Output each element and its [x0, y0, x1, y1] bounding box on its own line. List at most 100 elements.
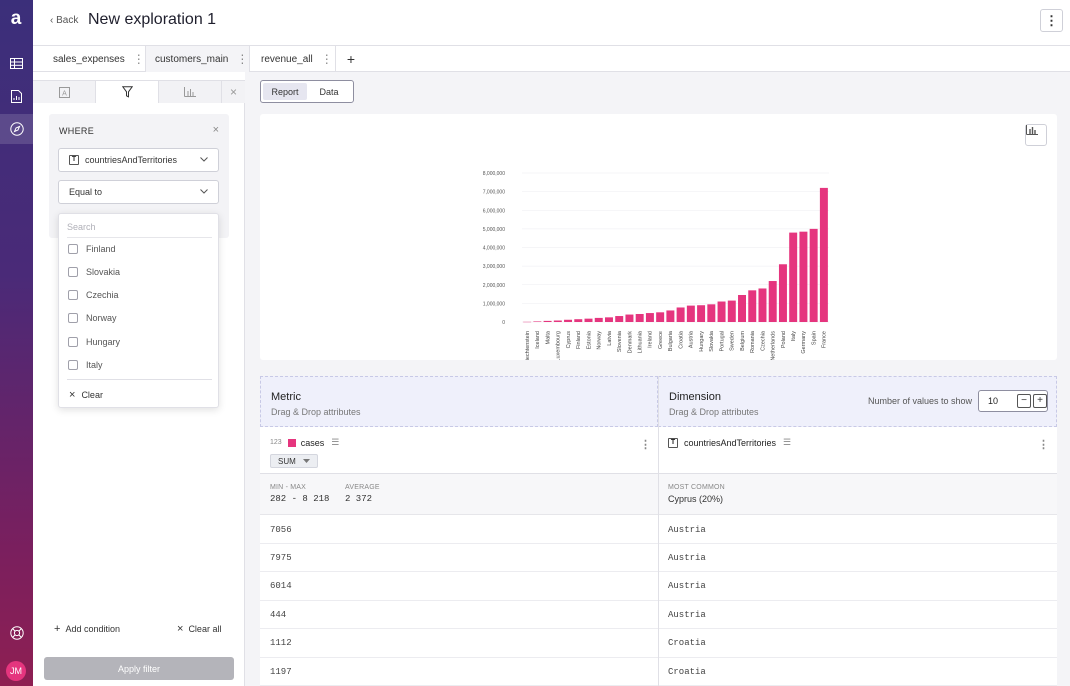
clear-all-label: Clear all: [188, 624, 222, 634]
close-panel-button[interactable]: ×: [222, 81, 245, 103]
checkbox[interactable]: [68, 313, 78, 323]
avatar[interactable]: JM: [6, 661, 26, 681]
bar[interactable]: [676, 307, 685, 322]
bar[interactable]: [789, 232, 798, 322]
kebab-icon[interactable]: ⋮: [236, 52, 249, 66]
bar[interactable]: [645, 313, 654, 322]
bar[interactable]: [666, 310, 675, 322]
option-finland[interactable]: Finland: [68, 242, 116, 256]
bar[interactable]: [533, 321, 542, 322]
checkbox[interactable]: [68, 337, 78, 347]
y-tick-label: 7,000,000: [483, 190, 505, 196]
bar[interactable]: [625, 314, 634, 322]
bar[interactable]: [594, 317, 603, 322]
bar[interactable]: [707, 304, 716, 322]
bar[interactable]: [543, 320, 552, 322]
bar[interactable]: [717, 301, 726, 322]
sort-lines-icon[interactable]: ☰: [783, 437, 792, 447]
sort-lines-icon[interactable]: ☰: [331, 437, 340, 447]
app-logo[interactable]: a: [10, 8, 22, 29]
option-slovakia[interactable]: Slovakia: [68, 265, 120, 279]
bar[interactable]: [799, 231, 808, 322]
x-tick-label: Netherlands: [771, 331, 777, 360]
bar[interactable]: [819, 187, 828, 322]
explore-compass-icon[interactable]: [0, 114, 33, 144]
tab-sales-expenses[interactable]: sales_expenses ⋮: [33, 46, 146, 72]
metric-slot[interactable]: Metric Drag & Drop attributes: [260, 376, 658, 427]
checkbox[interactable]: [68, 267, 78, 277]
option-czechia[interactable]: Czechia: [68, 288, 119, 302]
search-input[interactable]: Search: [67, 222, 212, 238]
bar-chart: 0 1,000,000 2,000,000 3,000,000 4,000,000 5,0…: [483, 171, 829, 360]
report-toggle[interactable]: Report: [263, 83, 307, 100]
option-label: Slovakia: [86, 267, 121, 277]
values-count-value[interactable]: 10: [988, 396, 999, 406]
back-link[interactable]: ‹ Back: [50, 15, 78, 26]
bar[interactable]: [768, 281, 777, 322]
option-italy[interactable]: Italy: [68, 358, 103, 372]
bar[interactable]: [738, 294, 747, 322]
bar[interactable]: [778, 264, 787, 322]
aggregation-select[interactable]: SUM: [270, 454, 318, 468]
x-tick-label: Finland: [576, 331, 582, 349]
decrement-button[interactable]: −: [1017, 394, 1031, 408]
kebab-icon[interactable]: ⋮: [320, 52, 333, 66]
checkbox[interactable]: [68, 360, 78, 370]
bar[interactable]: [758, 288, 767, 322]
operator-select[interactable]: Equal to: [58, 180, 219, 204]
x-tick-label: Belgium: [740, 331, 746, 351]
bar[interactable]: [553, 320, 562, 322]
bar[interactable]: [727, 300, 736, 322]
tab-label: revenue_all: [261, 53, 313, 65]
attribute-select[interactable]: T countriesAndTerritories: [58, 148, 219, 172]
clear-all-button[interactable]: × Clear all: [177, 623, 221, 635]
help-lifebuoy-icon[interactable]: [0, 618, 33, 648]
increment-button[interactable]: +: [1033, 394, 1047, 408]
bar[interactable]: [574, 319, 583, 322]
data-toggle[interactable]: Data: [319, 86, 339, 97]
bar[interactable]: [615, 316, 624, 322]
kebab-icon[interactable]: ⋮: [640, 439, 651, 451]
kebab-icon[interactable]: ⋮: [1038, 439, 1049, 451]
bar[interactable]: [809, 228, 818, 322]
most-common-label: MOST COMMON: [668, 484, 725, 491]
column-divider: [658, 376, 659, 686]
apply-filter-button[interactable]: Apply filter: [44, 657, 234, 680]
y-tick-label: 8,000,000: [483, 171, 505, 177]
bar[interactable]: [748, 290, 757, 322]
kebab-icon[interactable]: ⋮: [132, 52, 145, 66]
more-options-button[interactable]: ⋮: [1040, 9, 1063, 32]
x-tick-label: Cyprus: [566, 331, 572, 349]
metric-stats: MIN - MAX 282 - 8 218 AVERAGE 2 372: [260, 474, 658, 515]
clear-label: Clear: [81, 390, 103, 400]
bar[interactable]: [584, 318, 593, 322]
tab-customers-main[interactable]: customers_main ⋮: [146, 46, 250, 72]
x-tick-label: Hungary: [699, 331, 705, 352]
bar[interactable]: [686, 305, 695, 322]
remove-condition-icon[interactable]: ×: [212, 124, 219, 136]
option-norway[interactable]: Norway: [68, 311, 117, 325]
aggregation-value: SUM: [278, 456, 296, 466]
add-tab-button[interactable]: +: [336, 46, 366, 72]
clear-selection-button[interactable]: × Clear: [69, 389, 103, 401]
tab-chart-settings[interactable]: [159, 81, 222, 103]
option-label: Finland: [86, 244, 116, 254]
bar[interactable]: [564, 319, 573, 322]
option-hungary[interactable]: Hungary: [68, 335, 120, 349]
tab-filters[interactable]: [96, 81, 159, 103]
reports-icon[interactable]: [0, 81, 33, 111]
add-condition-button[interactable]: + Add condition: [54, 623, 120, 635]
datasets-icon[interactable]: [0, 48, 33, 78]
tab-revenue-all[interactable]: revenue_all ⋮: [250, 46, 336, 72]
chart-type-button[interactable]: [1025, 124, 1047, 146]
tab-attributes[interactable]: A: [33, 81, 96, 103]
bar[interactable]: [656, 312, 665, 322]
checkbox[interactable]: [68, 244, 78, 254]
bar[interactable]: [697, 305, 706, 322]
values-count-stepper[interactable]: 10 − +: [978, 390, 1048, 412]
y-tick-label: 6,000,000: [483, 208, 505, 214]
checkbox[interactable]: [68, 290, 78, 300]
bar[interactable]: [604, 317, 613, 322]
caret-down-icon: [302, 458, 310, 463]
bar[interactable]: [635, 313, 644, 322]
